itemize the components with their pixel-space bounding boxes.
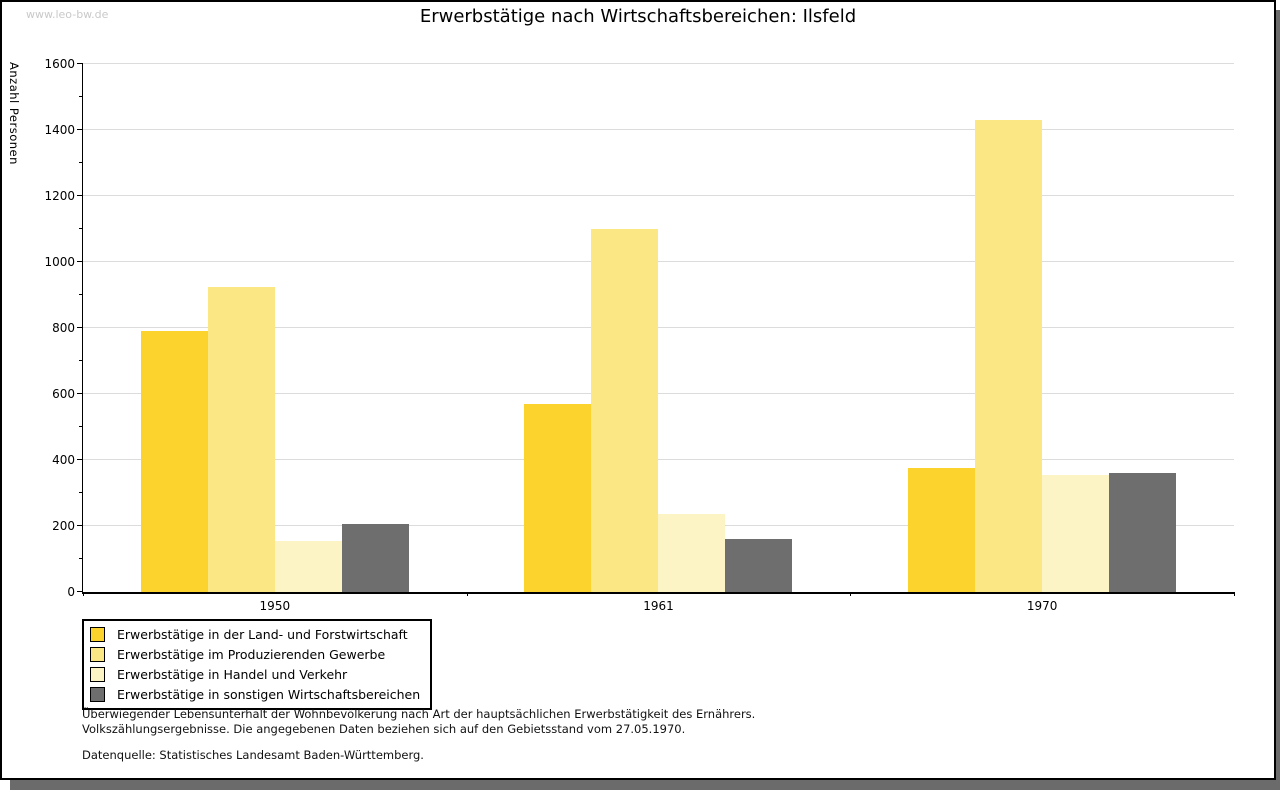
data-source-text: Datenquelle: Statistisches Landesamt Bad… xyxy=(82,748,424,762)
legend-row-2: Erwerbstätige im Produzierenden Gewerbe xyxy=(90,644,420,664)
bar-1950-series-1 xyxy=(140,331,208,592)
gridline-1000 xyxy=(83,261,1234,262)
x-tick-2 xyxy=(850,592,852,596)
y-tick-label-1600: 1600 xyxy=(44,57,75,71)
chart-title: Erwerbstätige nach Wirtschaftsbereichen:… xyxy=(419,6,857,27)
legend-swatch-4 xyxy=(90,686,105,702)
y-tick-1300 xyxy=(79,162,83,163)
gridline-1400 xyxy=(83,129,1234,130)
legend-label-2: Erwerbstätige im Produzierenden Gewerbe xyxy=(117,646,386,662)
bar-1950-series-2 xyxy=(207,286,275,592)
legend-row-1: Erwerbstätige in der Land- und Forstwirt… xyxy=(90,624,420,644)
legend-swatch-1 xyxy=(90,626,105,642)
bar-group-1961 xyxy=(467,64,851,592)
y-tick-1200 xyxy=(77,195,83,196)
y-tick-600 xyxy=(77,393,83,394)
legend-row-3: Erwerbstätige in Handel und Verkehr xyxy=(90,664,420,684)
bar-1970-series-3 xyxy=(1042,474,1110,592)
y-tick-label-800: 800 xyxy=(52,321,75,335)
watermark-url: www.leo-bw.de xyxy=(26,8,109,21)
bar-1970-series-4 xyxy=(1109,473,1177,592)
y-tick-label-0: 0 xyxy=(67,585,75,599)
y-tick-label-400: 400 xyxy=(52,453,75,467)
y-tick-100 xyxy=(79,558,83,559)
legend-label-1: Erwerbstätige in der Land- und Forstwirt… xyxy=(117,626,408,642)
y-tick-label-1000: 1000 xyxy=(44,255,75,269)
x-category-label-1961: 1961 xyxy=(643,599,674,613)
plot-area: 0 200 400 600 800 1000 1200 1400 1600 1950 1961 197… xyxy=(44,57,1235,613)
bar-1950-series-4 xyxy=(341,524,409,592)
y-tick-200 xyxy=(77,525,83,526)
y-tick-0 xyxy=(77,591,83,592)
gridline-600 xyxy=(83,393,1234,394)
legend-label-4: Erwerbstätige in sonstigen Wirtschaftsbe… xyxy=(117,686,421,702)
y-tick-1000 xyxy=(77,261,83,262)
y-tick-400 xyxy=(77,459,83,460)
y-tick-label-1200: 1200 xyxy=(44,189,75,203)
gridline-800 xyxy=(83,327,1234,328)
footnote-text: Überwiegender Lebensunterhalt der Wohnbe… xyxy=(82,707,755,737)
y-tick-1400 xyxy=(77,129,83,130)
y-tick-500 xyxy=(79,426,83,427)
gridline-400 xyxy=(83,459,1234,460)
bar-1961-series-1 xyxy=(524,403,592,592)
x-tick-0 xyxy=(83,592,84,596)
y-tick-1100 xyxy=(79,228,83,229)
y-tick-1600 xyxy=(77,63,83,64)
bar-1970-series-1 xyxy=(908,468,976,592)
footnote-line-1: Überwiegender Lebensunterhalt der Wohnbe… xyxy=(82,707,756,721)
bar-1950-series-3 xyxy=(274,540,342,592)
footnote-line-2: Volkszählungsergebnisse. Die angegebenen… xyxy=(82,722,686,736)
x-category-label-1970: 1970 xyxy=(1026,599,1058,613)
x-tick-1 xyxy=(466,592,468,596)
bar-group-1950 xyxy=(83,64,467,592)
legend-swatch-3 xyxy=(90,666,105,682)
y-tick-label-1400: 1400 xyxy=(44,123,75,137)
bar-1961-series-4 xyxy=(725,539,793,592)
y-tick-800 xyxy=(77,327,83,328)
gridline-1200 xyxy=(83,195,1234,196)
legend-row-4: Erwerbstätige in sonstigen Wirtschaftsbe… xyxy=(90,684,420,704)
bar-group-1970 xyxy=(850,64,1234,592)
legend: Erwerbstätige in der Land- und Forstwirt… xyxy=(82,619,433,710)
y-axis-title: Anzahl Personen xyxy=(7,62,21,165)
bar-1970-series-2 xyxy=(975,120,1043,592)
x-tick-3 xyxy=(1234,592,1235,596)
x-category-label-1950: 1950 xyxy=(259,599,291,613)
y-tick-label-600: 600 xyxy=(52,387,75,401)
y-tick-1500 xyxy=(79,96,83,97)
bar-1961-series-2 xyxy=(591,229,659,592)
gridline-1600 xyxy=(83,63,1234,64)
legend-swatch-2 xyxy=(90,646,105,662)
y-tick-300 xyxy=(79,492,83,493)
y-tick-700 xyxy=(79,360,83,361)
y-tick-label-200: 200 xyxy=(52,519,75,533)
bar-1961-series-3 xyxy=(658,514,726,592)
legend-label-3: Erwerbstätige in Handel und Verkehr xyxy=(117,666,348,682)
y-tick-900 xyxy=(79,294,83,295)
